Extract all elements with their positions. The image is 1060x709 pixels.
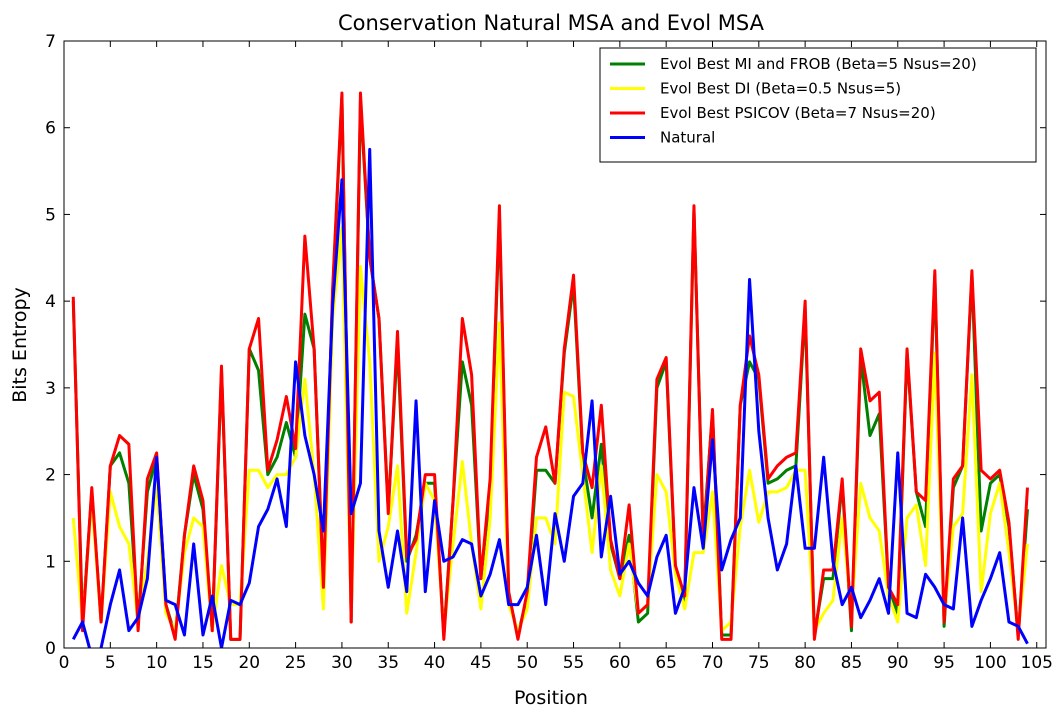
series-line-3 [71, 91, 1029, 641]
chart-title: Conservation Natural MSA and Evol MSA [338, 11, 765, 35]
x-tick-label: 10 [146, 653, 168, 673]
series-layer [71, 91, 1029, 648]
legend: Evol Best MI and FROB (Beta=5 Nsus=20) Ev… [599, 47, 1037, 163]
x-tick-label: 90 [887, 653, 909, 673]
x-tick-label: 75 [748, 653, 770, 673]
x-tick-label: 5 [105, 653, 116, 673]
y-tick-label: 3 [45, 379, 56, 399]
x-tick-label: 20 [238, 653, 260, 673]
x-tick-label: 60 [609, 653, 631, 673]
ticks-layer: 0 5 10 15 20 25 30 35 40 45 50 55 60 65 70 75 80 85 90 95 10… [45, 32, 1053, 673]
x-tick-label: 40 [424, 653, 446, 673]
x-tick-label: 15 [192, 653, 214, 673]
y-axis-label: Bits Entropy [9, 287, 31, 403]
y-tick-label: 6 [45, 119, 56, 139]
y-tick-label: 2 [45, 466, 56, 486]
x-tick-label: 100 [974, 653, 1006, 673]
legend-label-4: Natural [660, 129, 715, 147]
x-tick-label: 0 [59, 653, 70, 673]
x-tick-label: 45 [470, 653, 492, 673]
x-tick-label: 95 [933, 653, 955, 673]
y-tick-label: 7 [45, 32, 56, 52]
x-tick-label: 30 [331, 653, 353, 673]
series-line-4 [71, 147, 1029, 648]
legend-label-2: Evol Best DI (Beta=0.5 Nsus=5) [660, 80, 901, 98]
x-tick-label: 70 [702, 653, 724, 673]
x-tick-label: 85 [841, 653, 863, 673]
plot-frame [63, 40, 1047, 649]
y-tick-label: 0 [45, 639, 56, 659]
legend-label-1: Evol Best MI and FROB (Beta=5 Nsus=20) [660, 55, 977, 73]
legend-label-3: Evol Best PSICOV (Beta=7 Nsus=20) [660, 104, 936, 122]
y-tick-label: 1 [45, 552, 56, 572]
legend-box [599, 47, 1037, 163]
y-tick-label: 5 [45, 205, 56, 225]
series-line-2 [71, 225, 1029, 633]
x-tick-label: 25 [285, 653, 307, 673]
x-tick-label: 50 [516, 653, 538, 673]
y-tick-label: 4 [45, 292, 56, 312]
x-axis-label: Position [514, 687, 588, 709]
x-tick-label: 65 [655, 653, 677, 673]
x-tick-label: 105 [1021, 653, 1053, 673]
x-tick-label: 35 [377, 653, 399, 673]
x-tick-label: 80 [794, 653, 816, 673]
x-tick-label: 55 [563, 653, 585, 673]
